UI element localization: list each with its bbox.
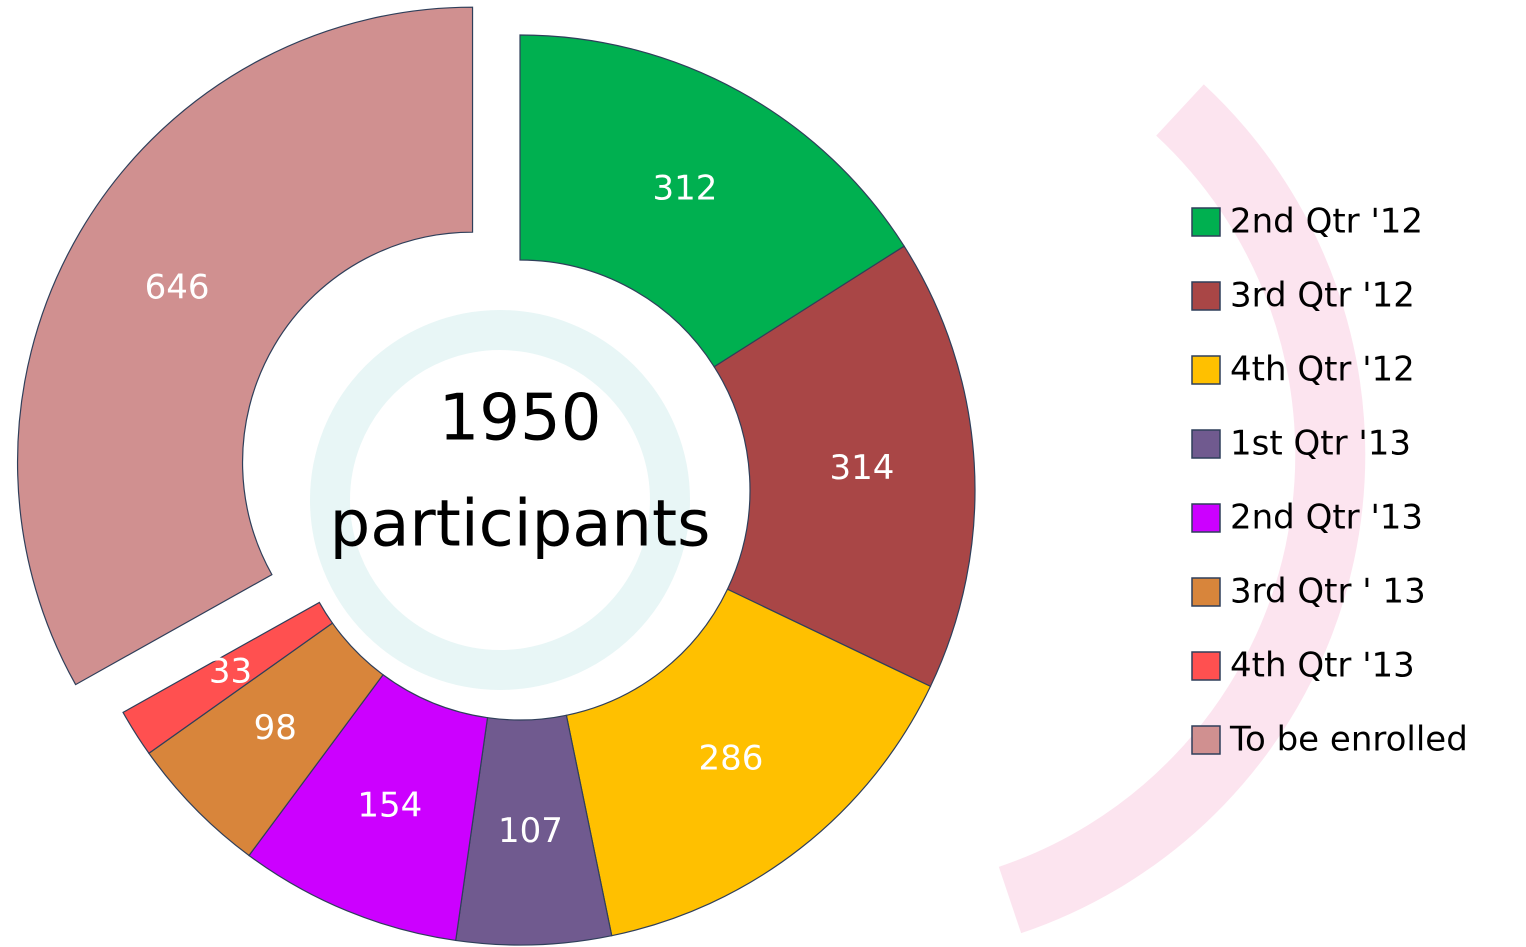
slice (519, 34, 905, 368)
center-label: participants (330, 488, 711, 562)
decor-ring (310, 310, 691, 690)
legend-label: To be enrolled (1229, 720, 1468, 760)
legend-label: 4th Qtr '12 (1230, 350, 1415, 390)
value-label: 107 (498, 811, 563, 851)
legend: 2nd Qtr '12 3rd Qtr '12 4th Qtr '12 1st Qtr… (1191, 202, 1468, 760)
slice (122, 601, 334, 755)
value-label: 33 (209, 652, 252, 692)
legend-label: 3rd Qtr '12 (1230, 276, 1415, 316)
value-label: 286 (699, 738, 764, 778)
legend-label: 4th Qtr '13 (1230, 646, 1415, 686)
slice (16, 6, 474, 686)
legend-swatch (1191, 429, 1221, 459)
legend-label: 2nd Qtr '13 (1230, 498, 1423, 538)
value-label: 154 (357, 785, 422, 825)
legend-swatch (1191, 503, 1221, 533)
legend-swatch (1191, 651, 1221, 681)
legend-swatch (1191, 207, 1221, 237)
legend-label: 3rd Qtr ' 13 (1230, 572, 1426, 612)
slice (565, 588, 932, 937)
legend-swatch (1191, 725, 1221, 755)
legend-label: 2nd Qtr '12 (1230, 202, 1423, 242)
value-label: 98 (254, 708, 297, 748)
legend-swatch (1191, 281, 1221, 311)
legend-swatch (1191, 577, 1221, 607)
background-decoration (310, 84, 1366, 934)
decor-arc (998, 84, 1366, 934)
legend-swatch (1191, 355, 1221, 385)
value-label: 646 (145, 268, 210, 308)
legend-label: 1st Qtr '13 (1230, 424, 1411, 464)
value-label: 312 (653, 168, 718, 208)
value-label: 314 (829, 448, 894, 488)
slice (713, 245, 976, 688)
center-value: 1950 (439, 382, 602, 456)
